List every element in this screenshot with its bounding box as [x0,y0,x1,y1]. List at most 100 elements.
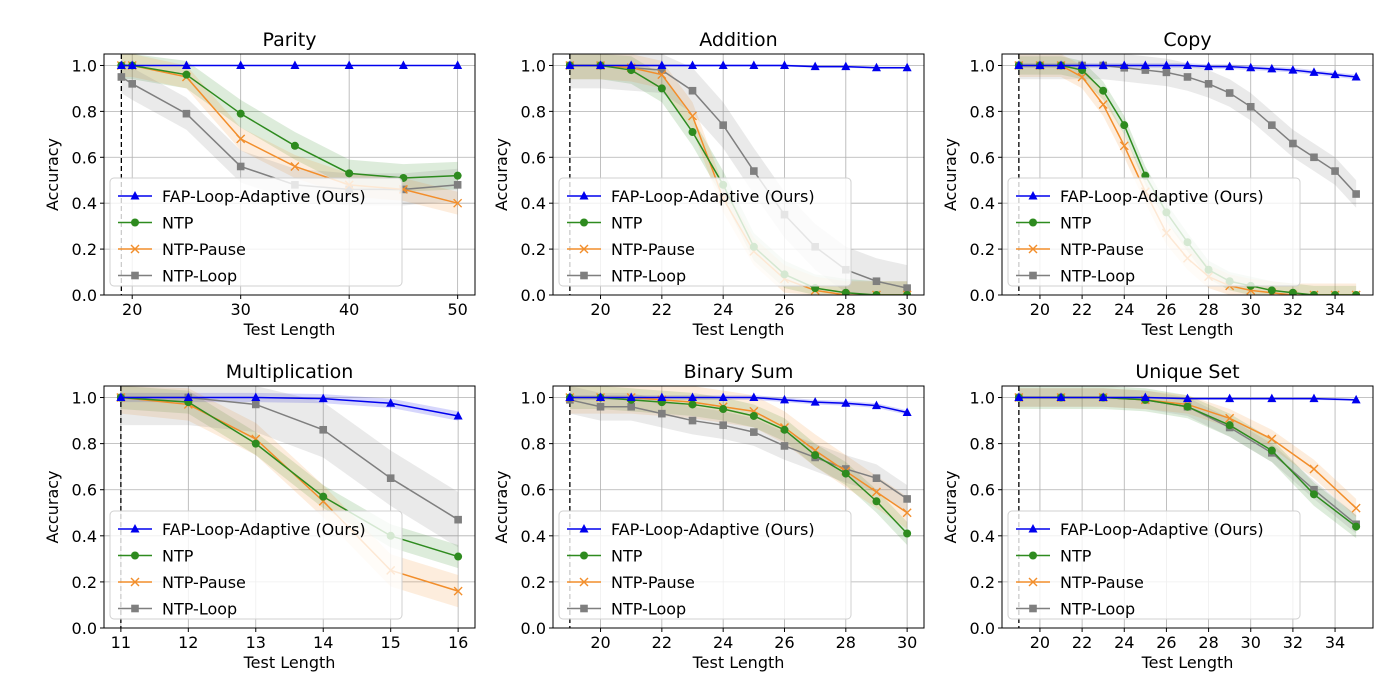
y-tick-label: 0.8 [521,102,546,121]
y-axis-label: Accuracy [941,138,960,211]
point-1-2 [251,439,260,448]
point-3-7 [780,442,789,450]
x-stroke [1098,100,1108,109]
x-tick-label: 20 [122,300,142,319]
x-tick-label: 20 [1030,633,1050,652]
x-tick-label: 28 [1198,633,1218,652]
panel-title: Binary Sum [684,361,794,383]
series-line-1 [121,64,458,179]
point-3-10 [872,474,881,482]
point-0-3 [236,60,246,69]
x-axis-label: Test Length [692,653,785,672]
panel-4: 11 12 13 14 15 16 0.0 0.2 0.4 0.6 0.8 1.0 Multiplica… [43,361,476,672]
point-3-0 [117,73,126,81]
point-3-14 [1310,153,1318,162]
y-tick-label: 0.6 [72,148,97,167]
x-tick-label: 30 [897,633,917,652]
point-1-8 [811,451,820,460]
x-tick-label: 32 [1283,633,1303,652]
y-tick-label: 0.6 [970,481,995,500]
point-3-10 [1225,89,1234,97]
panel-2: 20 22 24 26 28 30 0.0 0.2 0.4 0.6 0.8 1.0 Addition Te… [492,29,925,339]
point-1-14 [1309,291,1318,295]
point-0-legend [130,191,140,200]
y-axis-label: Accuracy [492,138,511,211]
x-stroke [290,161,300,171]
point-0-0 [565,392,575,402]
point-0-10 [871,400,881,410]
point-3-3 [236,162,245,171]
x-stroke [453,198,463,208]
plot-area [116,54,463,295]
band-3 [569,386,908,513]
point-0-1 [183,392,193,402]
y-tick-label: 1.0 [970,389,995,408]
y-tick-label: 0.0 [72,619,97,638]
point-0-10 [871,62,881,72]
point-0-11 [902,62,912,72]
band-3 [121,60,458,206]
point-0-5 [453,410,463,420]
point-1-legend [131,218,139,227]
point-0-2 [626,392,636,402]
point-3-5 [454,515,462,524]
point-3-10 [872,277,881,286]
point-3-8 [1183,73,1192,81]
legend-label: NTP-Loop [611,600,686,619]
point-1-16 [1352,291,1361,295]
band-3 [1018,388,1357,534]
point-3-6 [750,167,758,175]
point-3-3 [658,409,666,418]
point-1-15 [1331,291,1340,295]
point-0-13 [1288,65,1298,74]
legend-label: NTP [1060,214,1092,233]
point-0-2 [626,60,636,69]
point-3-3 [658,66,666,74]
x-tick-label: 22 [652,300,672,319]
y-tick-label: 0.6 [970,148,995,167]
legend-label: NTP-Pause [1060,573,1144,592]
point-0-3 [1077,60,1087,69]
x-tick-label: 11 [111,633,131,652]
band-3 [1018,54,1357,208]
x-tick-label: 20 [590,633,610,652]
x-tick-label: 30 [897,300,917,319]
point-1-11 [903,529,912,538]
point-0-15 [1330,69,1340,79]
x-axis-label: Test Length [243,320,336,339]
point-3-legend [1029,604,1037,613]
point-0-14 [1309,67,1319,76]
point-0-legend [1028,524,1038,533]
point-0-1 [127,60,137,69]
x-stroke [1225,413,1235,423]
point-0-legend [1028,191,1038,200]
x-stroke [688,111,698,121]
x-tick-label: 32 [1283,300,1303,319]
point-0-4 [688,392,698,402]
x-tick-label: 14 [313,633,333,652]
x-stroke [236,134,246,144]
panel-title: Parity [262,29,316,51]
x-tick-label: 20 [1030,300,1050,319]
legend-label: NTP-Loop [1060,600,1135,619]
legend-label: NTP [611,214,643,233]
point-1-5 [1225,421,1234,430]
y-tick-label: 1.0 [970,56,995,75]
point-0-6 [749,60,759,69]
axes-frame [103,53,476,296]
point-0-10 [1225,61,1235,71]
point-0-legend [579,524,589,533]
y-tick-label: 0.2 [72,240,97,259]
axes-frame [552,385,925,629]
point-2-10 [871,487,881,497]
point-1-7 [453,171,462,180]
axes-frame [103,385,476,629]
point-1-9 [841,469,850,478]
x-stroke [130,244,140,254]
x-tick-label: 15 [381,633,401,652]
point-1-4 [688,128,697,137]
series-line-1 [569,396,908,535]
point-3-13 [1289,139,1297,148]
point-0-4 [688,60,698,69]
band-1 [569,386,908,546]
